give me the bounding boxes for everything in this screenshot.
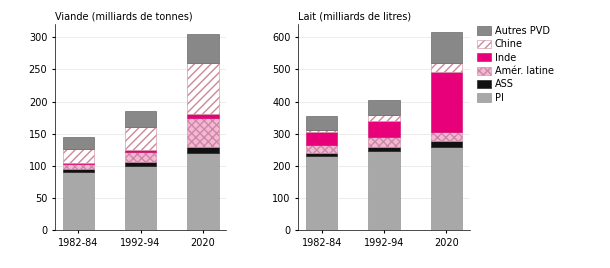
- Bar: [306, 145, 337, 153]
- Bar: [368, 121, 400, 137]
- Bar: [125, 152, 156, 162]
- Bar: [63, 169, 94, 172]
- Bar: [306, 132, 337, 145]
- Bar: [368, 100, 400, 115]
- Bar: [187, 34, 218, 63]
- Bar: [125, 127, 156, 150]
- Bar: [431, 132, 462, 142]
- Bar: [368, 151, 400, 230]
- Bar: [125, 162, 156, 166]
- Bar: [431, 63, 462, 72]
- Bar: [431, 147, 462, 230]
- Text: Viande (milliards de tonnes): Viande (milliards de tonnes): [55, 12, 193, 22]
- Bar: [187, 118, 218, 147]
- Bar: [63, 172, 94, 230]
- Bar: [431, 72, 462, 132]
- Bar: [125, 150, 156, 152]
- Bar: [63, 163, 94, 164]
- Bar: [187, 114, 218, 118]
- Bar: [306, 116, 337, 129]
- Bar: [63, 148, 94, 163]
- Bar: [187, 147, 218, 153]
- Bar: [125, 166, 156, 230]
- Bar: [187, 153, 218, 230]
- Bar: [63, 137, 94, 148]
- Bar: [368, 115, 400, 121]
- Bar: [125, 111, 156, 127]
- Bar: [306, 156, 337, 230]
- Bar: [368, 147, 400, 151]
- Legend: Autres PVD, Chine, Inde, Amér. latine, ASS, PI: Autres PVD, Chine, Inde, Amér. latine, A…: [476, 25, 554, 104]
- Bar: [306, 153, 337, 156]
- Bar: [306, 129, 337, 132]
- Bar: [63, 164, 94, 169]
- Bar: [368, 137, 400, 147]
- Bar: [187, 63, 218, 114]
- Bar: [431, 32, 462, 63]
- Bar: [431, 142, 462, 147]
- Text: Lait (milliards de litres): Lait (milliards de litres): [298, 12, 411, 22]
